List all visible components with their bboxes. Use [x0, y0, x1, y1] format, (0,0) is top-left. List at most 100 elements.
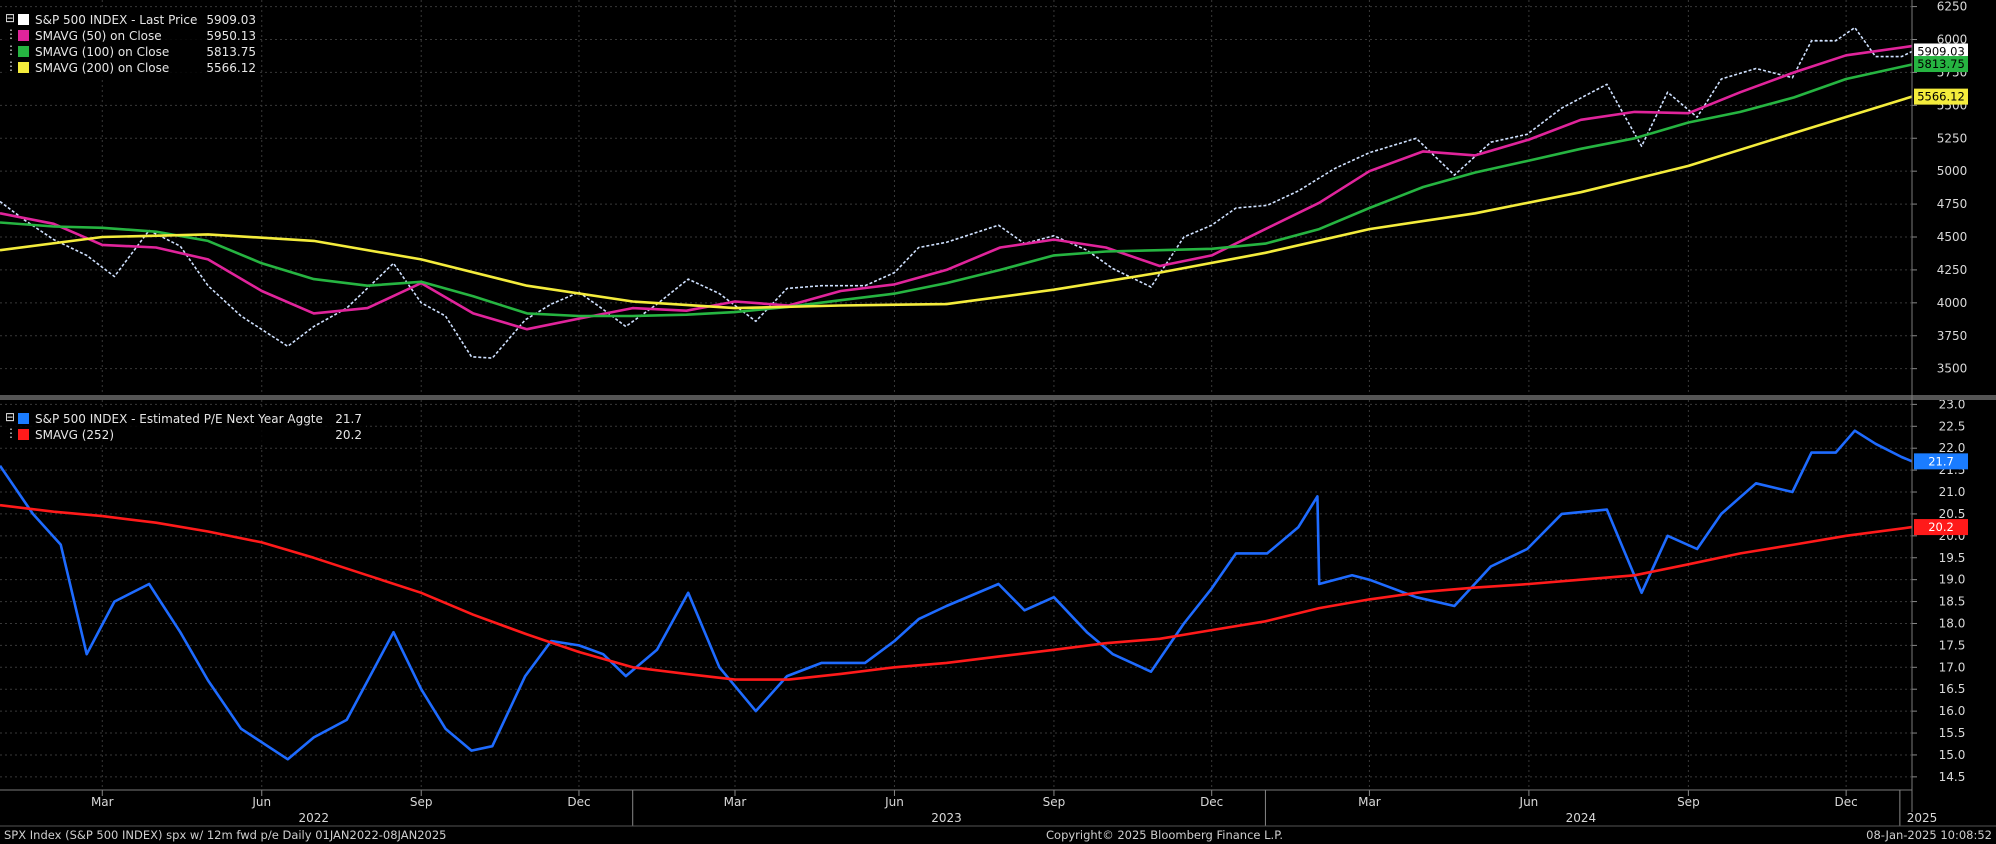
panel-frame	[0, 0, 1996, 827]
y-tick-label: 5250	[1937, 131, 1968, 145]
footer: SPX Index (S&P 500 INDEX) spx w/ 12m fwd…	[4, 828, 1992, 842]
y-tick-label: 4250	[1937, 263, 1968, 277]
y-tick-label: 17.5	[1939, 638, 1966, 652]
y-tick-label: 22.5	[1939, 419, 1966, 433]
legend-bullet: ⋮	[5, 59, 17, 73]
x-year-label: 2023	[931, 811, 962, 825]
footer-timestamp-text: 08-Jan-2025 10:08:52	[1866, 828, 1992, 842]
y-tick-label: 4000	[1937, 296, 1968, 310]
value-tag-label: 21.7	[1928, 454, 1954, 468]
x-month-label: Dec	[1835, 795, 1858, 809]
y-tick-label: 4500	[1937, 230, 1968, 244]
x-month-label: Sep	[1677, 795, 1700, 809]
value-tag	[1914, 43, 1968, 60]
x-month-label: Jun	[884, 795, 904, 809]
series-line-s-p-500-index-last-price	[0, 26, 1913, 359]
legend-bullet: ⋮	[5, 426, 17, 440]
panel-separator	[0, 395, 1996, 400]
x-month-label: Dec	[1200, 795, 1223, 809]
x-year-label: 2024	[1566, 811, 1597, 825]
value-tag	[1914, 519, 1968, 536]
y-tick-label: 14.5	[1939, 770, 1966, 784]
legend-swatch	[18, 46, 29, 57]
lower-panel-series	[0, 429, 1913, 761]
lower-panel-grid	[0, 400, 1912, 790]
x-year-label: 2025	[1907, 811, 1938, 825]
upper-panel-series	[0, 26, 1913, 359]
legend-label: SMAVG (252)	[35, 428, 114, 442]
x-month-label: Dec	[567, 795, 590, 809]
series-line-smavg-252-	[0, 503, 1913, 681]
y-tick-label: 20.5	[1939, 507, 1966, 521]
upper-panel-y-axis: 6250600057505500525050004750450042504000…	[1912, 0, 1967, 376]
legend-swatch	[18, 62, 29, 73]
x-month-label: Sep	[1043, 795, 1066, 809]
series-line-s-p-500-index-estimated-p-e-next-year-aggte	[0, 429, 1913, 761]
x-month-label: Mar	[1358, 795, 1381, 809]
y-tick-label: 5000	[1937, 164, 1968, 178]
value-tag	[1914, 453, 1968, 470]
value-tag-label: 5909.03	[1917, 44, 1965, 58]
value-tag	[1914, 56, 1968, 73]
lower-panel-value-tags: 21.7 20.2	[1914, 453, 1968, 536]
y-tick-label: 15.0	[1939, 748, 1966, 762]
legend-swatch	[18, 413, 29, 424]
y-tick-label: 18.0	[1939, 616, 1966, 630]
legend-swatch	[18, 14, 29, 25]
legend-bullet: ⋮	[5, 27, 17, 41]
legend-label: SMAVG (200) on Close	[35, 61, 169, 75]
y-tick-label: 18.5	[1939, 595, 1966, 609]
series-line-smavg-200-on-close	[0, 95, 1913, 310]
legend-bullet: ⊟	[5, 11, 15, 25]
legend-value: 20.2	[335, 428, 362, 442]
footer-left-text: SPX Index (S&P 500 INDEX) spx w/ 12m fwd…	[4, 828, 446, 842]
value-tag	[1914, 88, 1968, 105]
y-tick-label: 21.0	[1939, 485, 1966, 499]
x-month-label: Jun	[1519, 795, 1539, 809]
legend-label: SMAVG (100) on Close	[35, 45, 169, 59]
series-line-smavg-50-on-close	[0, 44, 1913, 331]
y-tick-label: 3750	[1937, 329, 1968, 343]
y-tick-label: 6250	[1937, 0, 1968, 14]
y-tick-label: 19.5	[1939, 551, 1966, 565]
legend-bullet: ⋮	[5, 43, 17, 57]
lower-panel-legend: ⊟ S&P 500 INDEX - Estimated P/E Next Year…	[4, 409, 366, 445]
legend-value: 5909.03	[206, 13, 256, 27]
y-tick-label: 6000	[1937, 33, 1968, 47]
legend-value: 21.7	[335, 412, 362, 426]
y-tick-label: 16.5	[1939, 682, 1966, 696]
legend-value: 5950.13	[206, 29, 256, 43]
y-tick-label: 4750	[1937, 197, 1968, 211]
y-tick-label: 23.0	[1939, 397, 1966, 411]
footer-copyright-text: Copyright© 2025 Bloomberg Finance L.P.	[1046, 828, 1283, 842]
x-month-label: Mar	[91, 795, 114, 809]
legend-label: S&P 500 INDEX - Estimated P/E Next Year …	[35, 412, 323, 426]
y-tick-label: 17.0	[1939, 660, 1966, 674]
x-month-label: Mar	[724, 795, 747, 809]
upper-panel-legend: ⊟ S&P 500 INDEX - Last Price 5909.03 ⋮ SMAVG…	[4, 10, 259, 78]
legend-value: 5813.75	[206, 45, 256, 59]
x-axis: Mar Jun Sep Dec Mar Jun Sep Dec Mar Jun Sep Dec 2022…	[91, 790, 1937, 826]
y-tick-label: 19.0	[1939, 573, 1966, 587]
legend-box	[4, 409, 366, 445]
value-tag-label: 5566.12	[1917, 90, 1965, 104]
x-month-label: Sep	[410, 795, 433, 809]
legend-value: 5566.12	[206, 61, 256, 75]
y-tick-label: 15.5	[1939, 726, 1966, 740]
series-line-smavg-100-on-close	[0, 63, 1913, 318]
value-tag-label: 5813.75	[1917, 57, 1965, 71]
legend-box	[4, 10, 259, 78]
legend-swatch	[18, 30, 29, 41]
y-tick-label: 22.0	[1939, 441, 1966, 455]
y-tick-label: 16.0	[1939, 704, 1966, 718]
legend-label: S&P 500 INDEX - Last Price	[35, 13, 197, 27]
x-year-label: 2022	[298, 811, 329, 825]
x-month-label: Jun	[251, 795, 271, 809]
legend-bullet: ⊟	[5, 410, 15, 424]
y-tick-label: 3500	[1937, 362, 1968, 376]
legend-swatch	[18, 429, 29, 440]
legend-label: SMAVG (50) on Close	[35, 29, 162, 43]
value-tag-label: 20.2	[1928, 520, 1954, 534]
